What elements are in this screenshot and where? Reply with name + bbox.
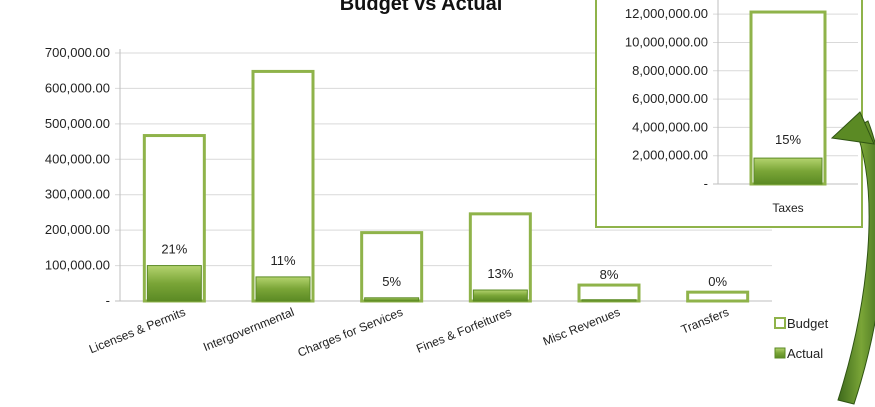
inset-budget-bar: [749, 10, 827, 186]
main-category-label: Charges for Services: [296, 305, 405, 360]
main-percent-label: 8%: [600, 267, 619, 282]
inset-y-tick-label: -: [704, 176, 708, 191]
main-budget-bar: [468, 212, 532, 303]
main-actual-bar: [472, 289, 528, 302]
main-y-tick-label: -: [106, 293, 110, 308]
inset-category-label: Taxes: [772, 201, 803, 215]
inset-y-tick-label: 8,000,000.00: [632, 63, 708, 78]
main-category-label: Misc Revenues: [541, 305, 622, 349]
legend-actual-label: Actual: [787, 346, 823, 361]
main-y-tick-label: 100,000.00: [45, 258, 110, 273]
main-actual-bar: [364, 297, 420, 302]
main-category-label: Licenses & Permits: [87, 305, 187, 356]
main-percent-label: 21%: [161, 242, 187, 257]
main-budget-bar: [360, 231, 424, 303]
legend-budget-label: Budget: [787, 316, 829, 331]
main-category-label: Fines & Forfeitures: [414, 305, 513, 356]
inset-actual-bar: [753, 157, 823, 185]
inset-y-tick-label: 6,000,000.00: [632, 91, 708, 106]
legend-budget-swatch: [774, 317, 786, 329]
main-y-tick-label: 200,000.00: [45, 222, 110, 237]
inset-percent-label: 15%: [775, 132, 801, 147]
main-percent-label: 11%: [270, 253, 295, 268]
main-percent-label: 0%: [708, 274, 727, 289]
main-y-tick-label: 500,000.00: [45, 116, 110, 131]
legend: Budget Actual: [774, 316, 829, 361]
main-y-tick-label: 400,000.00: [45, 151, 110, 166]
chart-title: Budget vs Actual: [340, 0, 503, 15]
main-actual-bar: [255, 276, 311, 302]
main-actual-bar: [581, 299, 637, 302]
main-budget-bar: [686, 290, 750, 303]
main-category-label: Transfers: [679, 305, 731, 337]
main-percent-label: 13%: [487, 266, 513, 281]
legend-actual-swatch: [774, 347, 786, 359]
curved-arrow-icon: [837, 120, 875, 405]
main-y-tick-label: 700,000.00: [45, 45, 110, 60]
inset-y-tick-label: 12,000,000.00: [625, 6, 708, 21]
inset-y-tick-label: 4,000,000.00: [632, 119, 708, 134]
main-budget-bar: [577, 283, 641, 303]
inset-y-tick-label: 2,000,000.00: [632, 148, 708, 163]
main-percent-label: 5%: [382, 274, 401, 289]
arrow-head-icon: [830, 111, 875, 145]
main-y-tick-label: 600,000.00: [45, 80, 110, 95]
inset-y-tick-label: 10,000,000.00: [625, 34, 708, 49]
main-y-tick-label: 300,000.00: [45, 187, 110, 202]
main-category-label: Intergovernmental: [201, 305, 296, 354]
main-actual-bar: [146, 265, 202, 302]
